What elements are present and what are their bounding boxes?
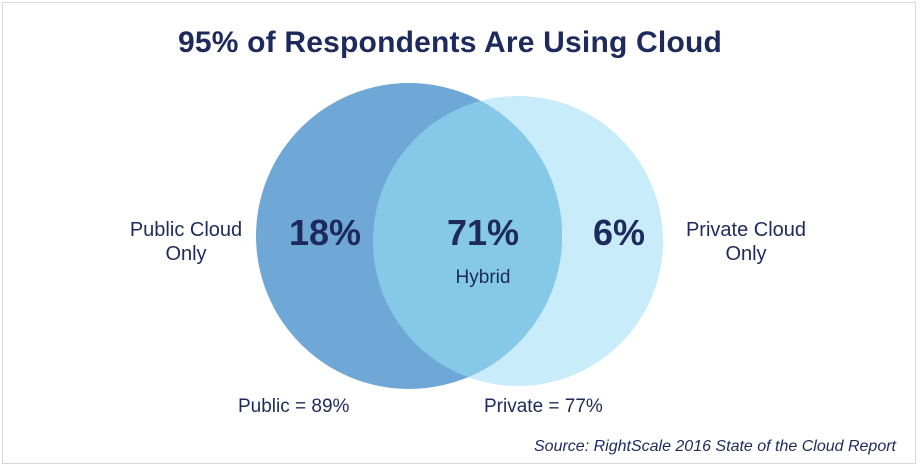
public-only-label-line2: Only — [165, 243, 207, 265]
private-only-label-line2: Only — [725, 243, 767, 265]
private-only-value: 6% — [592, 212, 646, 253]
source-note: Source: RightScale 2016 State of the Clo… — [534, 438, 896, 455]
hybrid-label: Hybrid — [455, 267, 511, 288]
private-only-label: Private Cloud Only — [666, 218, 826, 266]
private-only-label-line1: Private Cloud — [685, 219, 807, 241]
hybrid-overlap — [373, 96, 562, 386]
public-only-label-line1: Public Cloud — [129, 219, 243, 241]
private-total-label: Private = 77% — [484, 396, 603, 417]
public-only-label: Public Cloud Only — [106, 218, 266, 266]
public-total-label: Public = 89% — [238, 396, 350, 417]
public-only-value: 18% — [288, 212, 362, 253]
hybrid-value: 71% — [446, 212, 520, 253]
chart-title: 95% of Respondents Are Using Cloud — [177, 26, 723, 59]
